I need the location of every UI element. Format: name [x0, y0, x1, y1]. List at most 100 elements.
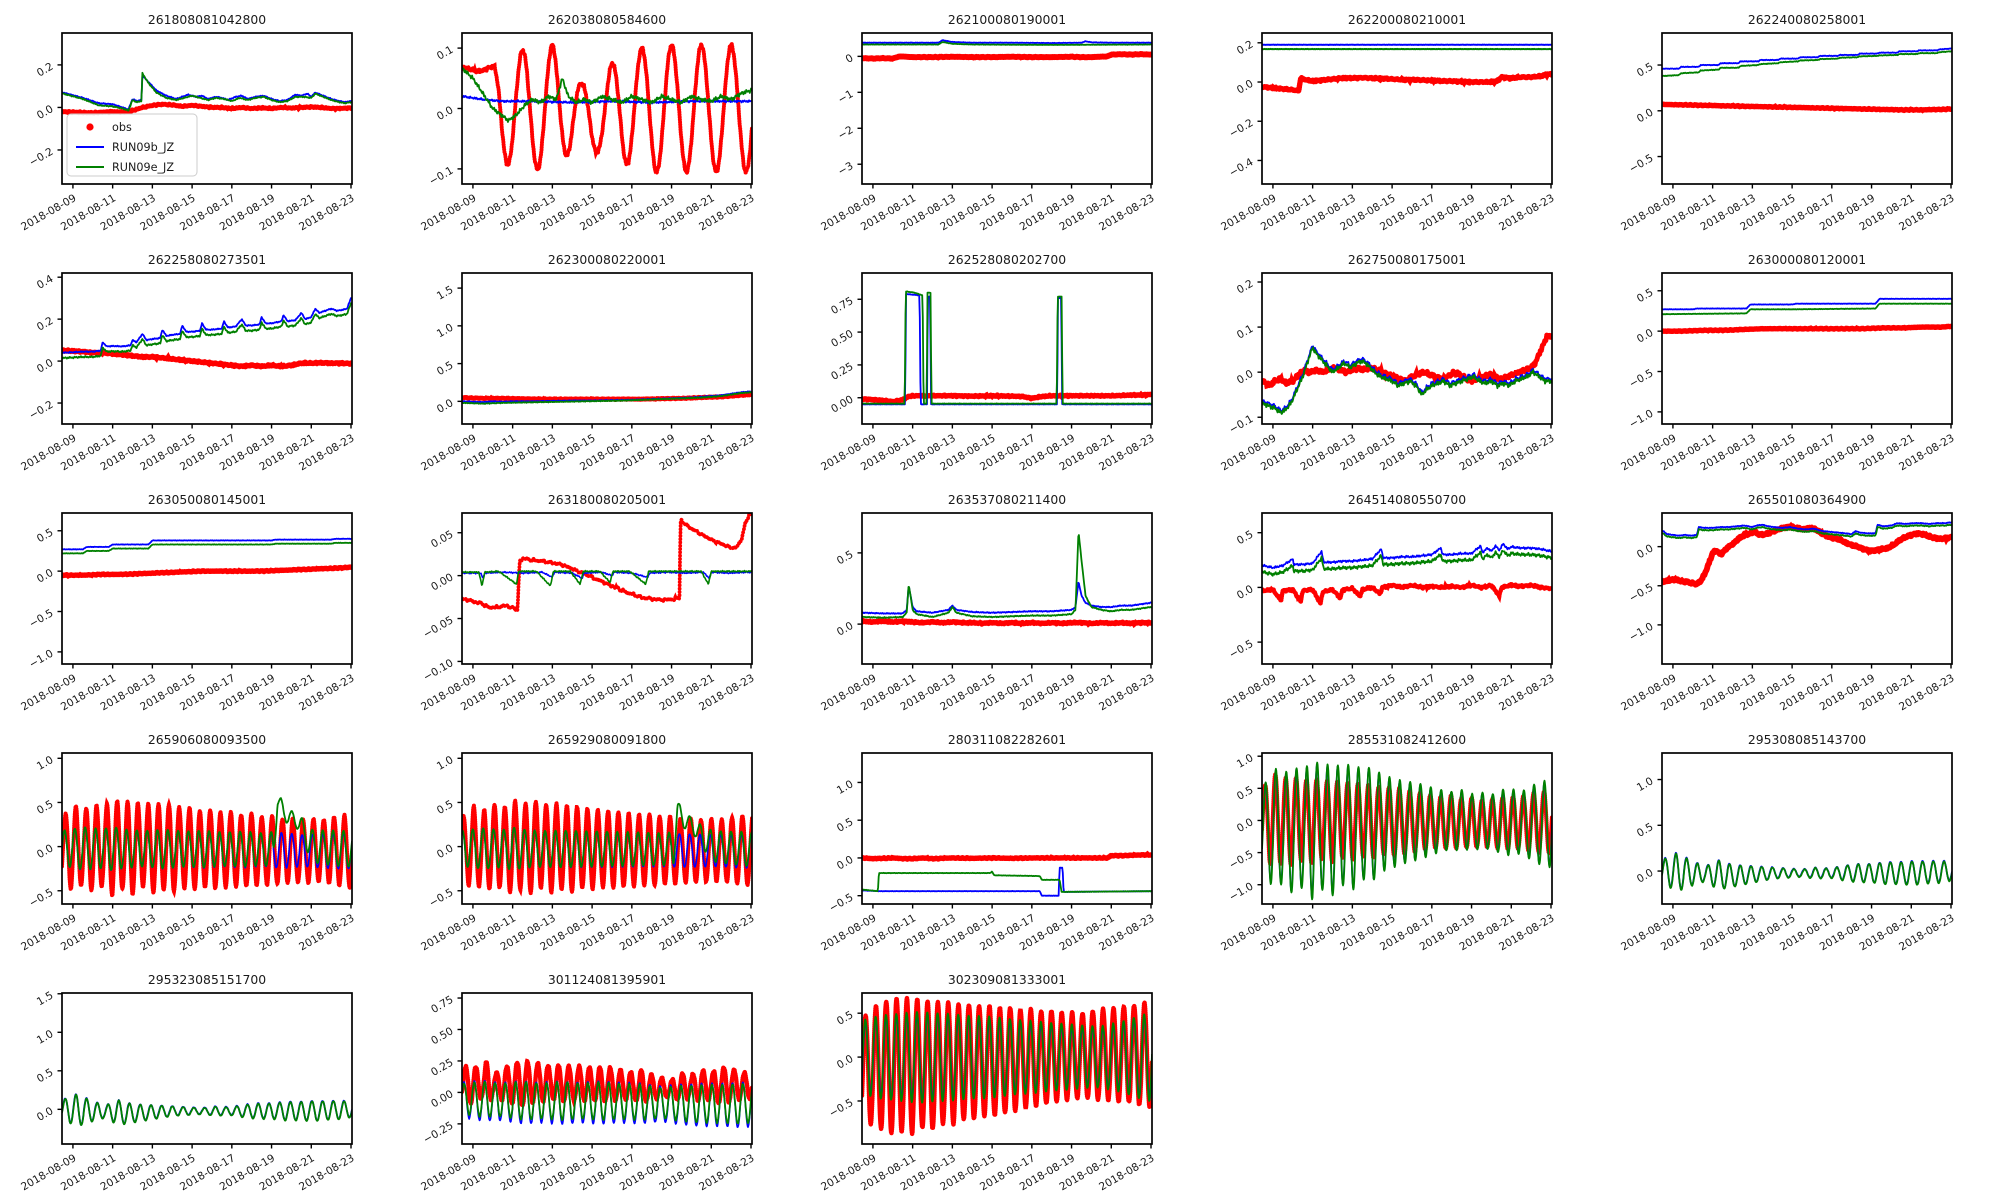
legend-label: RUN09e_JZ — [112, 161, 174, 174]
plot-area — [1662, 522, 1952, 585]
y-tick-label: −1.0 — [1227, 880, 1256, 903]
axes-frame — [862, 513, 1152, 664]
subplot-280311082282601-plot: 2803110822826012018-08-092018-08-112018-… — [800, 720, 1200, 960]
subplot-262528080202700-plot: 2625280802027002018-08-092018-08-112018-… — [800, 240, 1200, 480]
plot-area — [462, 513, 752, 610]
y-tick-label: −0.25 — [421, 1120, 455, 1147]
series-obs — [462, 513, 752, 610]
subplot-title: 265501080364900 — [1748, 492, 1866, 507]
subplot-295323085151700-plot: 2953230851517002018-08-092018-08-112018-… — [0, 960, 400, 1200]
y-tick-label: 0.2 — [35, 315, 56, 334]
series-obs — [1662, 326, 1952, 331]
y-tick-label: −0.5 — [827, 891, 855, 914]
axes-frame — [62, 993, 352, 1144]
plot-area — [1662, 853, 1952, 890]
series-run09b-jz — [62, 298, 352, 353]
y-tick-label: 1.0 — [35, 1028, 56, 1047]
subplot-title: 265906080093500 — [148, 732, 266, 747]
y-tick-label: 0.0 — [835, 854, 856, 873]
plot-area — [1662, 48, 1952, 110]
series-obs — [862, 854, 1152, 859]
y-tick-label: 0.5 — [35, 526, 56, 545]
y-tick-label: 0.0 — [1235, 78, 1256, 97]
y-tick-label: 0.25 — [829, 361, 855, 383]
subplot-title: 261808081042800 — [148, 12, 266, 27]
subplot-262240080258001-plot: 2622400802580012018-08-092018-08-112018-… — [1600, 0, 2000, 240]
series-obs — [62, 567, 352, 576]
y-tick-label: −1.0 — [1627, 620, 1656, 643]
plot-area — [862, 854, 1152, 896]
subplot-265906080093500-plot: 2659060800935002018-08-092018-08-112018-… — [0, 720, 400, 960]
y-tick-label: 0.5 — [835, 816, 856, 835]
y-tick-label: −0.5 — [1627, 581, 1655, 604]
series-obs — [62, 350, 352, 367]
plot-area — [862, 998, 1152, 1134]
plot-area — [1262, 45, 1552, 92]
y-tick-label: 0.5 — [1235, 528, 1256, 547]
y-tick-label: −0.2 — [27, 399, 55, 422]
axes-frame — [462, 513, 752, 664]
y-tick-label: −0.05 — [421, 614, 455, 641]
subplot-262750080175001-plot: 2627500801750012018-08-092018-08-112018-… — [1200, 240, 1600, 480]
y-tick-label: 0.0 — [435, 842, 456, 861]
subplot-262038080584600-plot: 2620380805846002018-08-092018-08-112018-… — [400, 0, 800, 240]
plot-area — [1262, 544, 1552, 604]
plot-area — [62, 798, 352, 896]
subplot-title: 262300080220001 — [548, 252, 666, 267]
plot-area — [1262, 335, 1552, 414]
subplot-title: 265929080091800 — [548, 732, 666, 747]
subplot-263000080120001-plot: 2630000801200012018-08-092018-08-112018-… — [1600, 240, 2000, 480]
y-tick-label: 0.0 — [1235, 368, 1256, 387]
y-tick-label: 0.1 — [1235, 323, 1256, 342]
subplot-263180080205001-plot: 2631800802050012018-08-092018-08-112018-… — [400, 480, 800, 720]
subplot-title: 262038080584600 — [548, 12, 666, 27]
y-tick-label: 0.0 — [35, 1105, 56, 1124]
axes-frame — [62, 273, 352, 424]
plot-area — [1662, 299, 1952, 332]
subplot-title: 280311082282601 — [948, 732, 1066, 747]
plot-area — [62, 1094, 352, 1125]
y-tick-label: 1.0 — [35, 754, 56, 773]
series-run09e-jz — [1262, 347, 1552, 414]
subplot-title: 262258080273501 — [148, 252, 266, 267]
y-tick-label: 0.0 — [835, 1053, 856, 1072]
subplot-262100080190001-plot: 2621000801900012018-08-092018-08-112018-… — [800, 0, 1200, 240]
subplot-title: 295308085143700 — [1748, 732, 1866, 747]
y-tick-label: 0.2 — [35, 61, 56, 80]
y-tick-label: 0.1 — [435, 44, 456, 63]
plot-area — [62, 298, 352, 367]
axes-frame — [1262, 33, 1552, 184]
y-tick-label: −0.5 — [27, 607, 55, 630]
subplot-title: 263050080145001 — [148, 492, 266, 507]
subplot-262300080220001-plot: 2623000802200012018-08-092018-08-112018-… — [400, 240, 800, 480]
y-tick-label: −0.5 — [1227, 848, 1255, 871]
y-tick-label: 0.5 — [35, 1067, 56, 1086]
series-run09e-jz — [862, 291, 1152, 404]
plot-area — [862, 535, 1152, 624]
y-tick-label: −0.2 — [1227, 117, 1255, 140]
axes-frame — [1262, 273, 1552, 424]
y-tick-label: −1 — [836, 88, 856, 106]
y-tick-label: 0.05 — [429, 528, 455, 550]
y-tick-label: 0 — [844, 52, 856, 66]
subplot-title: 262200080210001 — [1348, 12, 1466, 27]
series-obs — [1262, 335, 1552, 386]
subplot-title: 263180080205001 — [548, 492, 666, 507]
series-run09e-jz — [62, 543, 352, 554]
subplot-title: 264514080550700 — [1348, 492, 1466, 507]
